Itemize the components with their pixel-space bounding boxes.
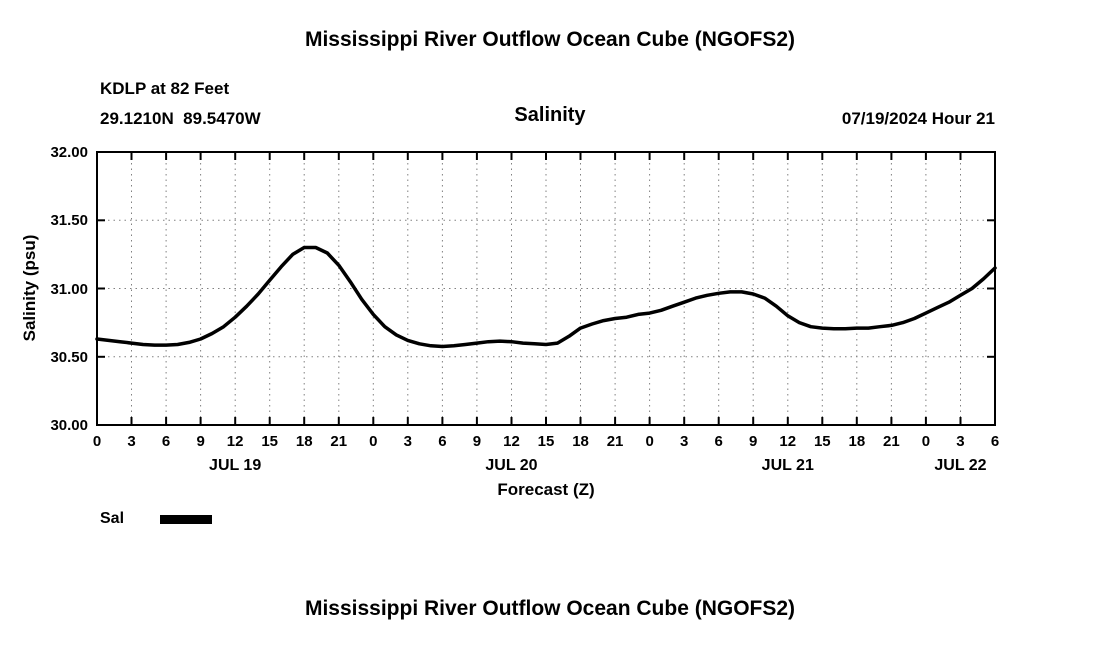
x-tick-label: 0 — [369, 433, 378, 450]
x-tick-label: 12 — [779, 433, 797, 450]
datetime-label: 07/19/2024 Hour 21 — [841, 109, 995, 128]
x-tick-label: 15 — [813, 433, 831, 450]
chart-title: Salinity — [514, 104, 586, 126]
legend-swatch — [160, 515, 212, 524]
x-tick-label: 6 — [161, 433, 171, 450]
x-tick-label: 6 — [714, 433, 723, 450]
day-label: JUL 22 — [934, 457, 987, 474]
x-tick-label: 12 — [226, 433, 244, 450]
y-tick-label: 31.00 — [50, 280, 88, 298]
x-axis-title: Forecast (Z) — [497, 480, 595, 499]
x-tick-label: 18 — [572, 433, 589, 450]
y-tick-label: 30.50 — [50, 348, 88, 366]
x-tick-label: 9 — [749, 433, 758, 450]
x-tick-label: 12 — [503, 433, 520, 450]
x-tick-label: 6 — [990, 433, 1000, 450]
plot-border — [96, 151, 996, 426]
x-tick-label: 15 — [261, 433, 279, 450]
x-tick-label: 18 — [848, 433, 866, 450]
series-line-sal — [95, 245, 997, 349]
x-tick-label: 0 — [645, 433, 654, 450]
x-tick-label: 0 — [92, 433, 102, 450]
x-tick-label: 6 — [438, 433, 447, 450]
x-tick-label: 9 — [196, 433, 205, 450]
day-label: JUL 20 — [485, 457, 538, 474]
y-tick-label: 32.00 — [50, 144, 88, 161]
x-tick-label: 3 — [127, 433, 136, 450]
legend-label: Sal — [100, 510, 125, 527]
x-tick-label: 21 — [606, 433, 624, 450]
station-label: KDLP at 82 Feet — [100, 79, 230, 98]
x-tick-label: 18 — [295, 433, 313, 450]
page-title-bottom: Mississippi River Outflow Ocean Cube (NG… — [304, 597, 796, 620]
page-title-top: Mississippi River Outflow Ocean Cube (NG… — [304, 28, 796, 51]
x-tick-label: 3 — [956, 433, 965, 450]
x-tick-label: 3 — [403, 433, 413, 450]
x-tick-label: 0 — [921, 433, 931, 450]
coordinates-label: 29.1210N 89.5470W — [100, 109, 261, 128]
y-axis-title: Salinity (psu) — [20, 234, 39, 342]
x-tick-label: 15 — [537, 433, 555, 450]
x-tick-label: 21 — [883, 433, 900, 450]
day-label: JUL 19 — [209, 457, 262, 474]
y-tick-label: 30.00 — [50, 417, 88, 434]
x-tick-label: 9 — [472, 433, 482, 450]
y-tick-label: 31.50 — [50, 212, 88, 230]
x-tick-label: 21 — [330, 433, 348, 450]
x-tick-label: 3 — [679, 433, 689, 450]
day-label: JUL 21 — [761, 457, 814, 474]
